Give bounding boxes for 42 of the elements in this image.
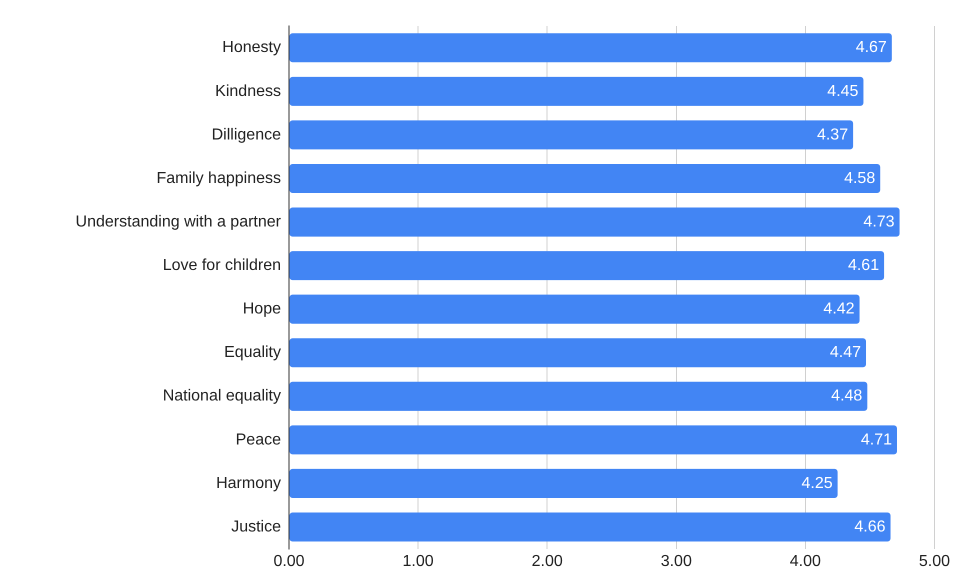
x-tick-label: 3.00 [660,552,692,570]
x-tick-label: 4.00 [790,552,822,570]
x-tick-label: 1.00 [402,552,434,570]
data-label: 4.37 [816,126,848,144]
y-tick-label: Justice [231,518,282,536]
bar [290,208,900,237]
y-tick-label: Understanding with a partner [76,213,282,230]
bar [290,382,868,411]
data-label: 4.25 [801,474,833,492]
x-tick-label: 5.00 [918,552,950,570]
bar [290,512,891,542]
data-label: 4.48 [831,388,862,405]
y-tick-label: Hope [242,300,282,318]
data-label: 4.61 [848,257,880,274]
data-label: 4.67 [856,39,887,56]
y-tick-label: Peace [236,431,282,448]
data-label: 4.71 [860,431,892,448]
data-label: 4.58 [844,170,876,187]
data-label: 4.45 [827,82,859,100]
y-tick-label: Honesty [222,39,281,56]
bar [290,76,864,106]
y-tick-label: Love for children [162,257,281,274]
bar [290,468,838,498]
x-tick-label: 0.00 [273,552,305,570]
bar [290,338,866,368]
data-label: 4.66 [854,518,886,536]
bar [290,120,854,150]
data-label: 4.73 [863,213,895,230]
y-tick-label: Harmony [216,474,281,492]
bar [290,251,884,280]
y-tick-label: Kindness [215,82,281,100]
y-tick-label: National equality [162,388,281,405]
x-tick-label: 2.00 [532,552,563,570]
y-tick-label: Family happiness [156,170,281,187]
bar [290,164,880,193]
data-label: 4.42 [823,300,855,318]
data-label: 4.47 [830,344,862,362]
y-tick-label: Equality [224,344,281,362]
y-tick-label: Dilligence [212,126,282,144]
bar [290,294,860,324]
bar [290,33,892,62]
bar [290,425,897,454]
